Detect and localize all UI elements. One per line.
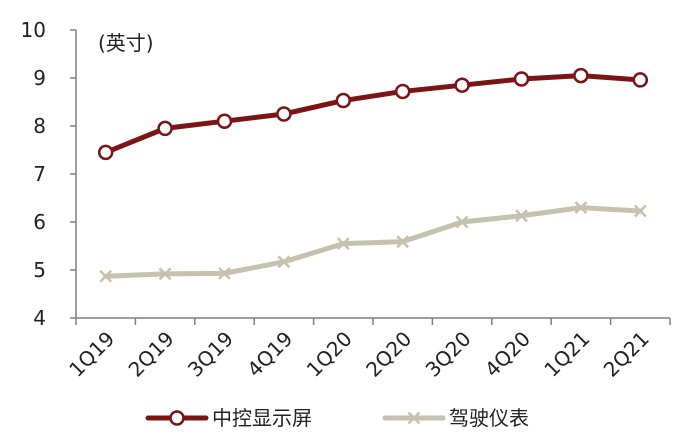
data-point-circle [394,83,411,100]
data-point-x [574,201,588,214]
series-layer [97,67,649,283]
data-point-circle [632,72,649,88]
data-point-x [158,267,172,281]
legend-marker-circle [169,410,185,426]
series-line-1 [103,73,643,155]
data-point-circle [335,92,352,109]
x-axis: 1Q19 2Q19 3Q19 4Q19 1Q20 2Q20 3Q20 4Q20 1Q21 2Q21 [64,317,671,382]
y-tick-label: 6 [33,210,46,234]
y-tick-label: 7 [33,162,46,186]
series-line-2 [103,205,643,279]
data-point-x [515,209,528,223]
data-point-x [336,237,350,250]
data-point-circle [513,71,530,87]
data-point-circle [157,120,173,137]
legend: 中控显示屏 驾驶仪表 [145,406,529,430]
data-point-circle [216,113,233,129]
y-tick-label: 8 [33,114,46,138]
y-tick-label: 5 [33,258,46,282]
y-tick-label: 9 [33,66,46,90]
data-point-x [633,204,647,218]
x-tick-label: 3Q19 [183,327,238,382]
x-tick-label: 1Q21 [539,327,594,382]
data-point-x [277,255,291,269]
x-tick-label: 3Q20 [421,327,476,382]
y-tick-label: 4 [33,306,46,330]
x-tick-label: 4Q19 [242,327,297,382]
legend-marker-x [407,411,421,425]
data-point-x [218,266,231,280]
unit-label: (英寸) [98,31,154,55]
y-tick-label: 10 [21,18,46,42]
data-point-circle [97,144,114,161]
legend-label: 中控显示屏 [212,406,312,430]
y-axis: 4 5 6 7 8 9 10 [21,18,77,330]
x-tick-label: 2Q21 [599,327,654,382]
data-point-circle [454,77,470,93]
x-tick-label: 1Q19 [64,327,119,382]
data-point-x [396,235,410,249]
x-tick-label: 2Q20 [361,327,416,382]
legend-label: 驾驶仪表 [449,406,529,430]
x-tick-label: 2Q19 [124,327,179,382]
data-point-x [99,269,113,283]
x-tick-label: 1Q20 [302,327,357,382]
data-point-circle [276,106,292,122]
data-point-x [455,215,469,229]
data-point-circle [573,67,589,84]
x-tick-label: 4Q20 [480,327,535,382]
